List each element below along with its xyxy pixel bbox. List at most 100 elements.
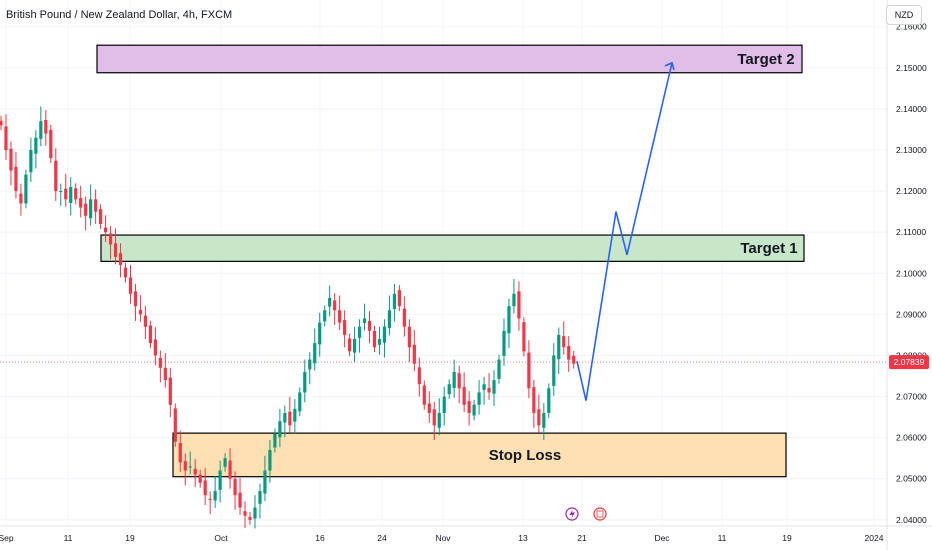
candle-body	[19, 193, 23, 204]
candle-body	[59, 191, 63, 193]
candle-body	[303, 371, 307, 393]
time-tick-label: 24	[377, 533, 387, 543]
candle-body	[233, 478, 237, 496]
time-tick-label: Sep	[0, 533, 14, 543]
candle-body	[527, 352, 531, 389]
candle-body	[213, 491, 217, 501]
candle-body	[29, 149, 33, 173]
candle-body	[178, 442, 182, 463]
zone-label-target-1: Target 1	[740, 240, 797, 257]
candle-body	[94, 199, 98, 212]
candle-body	[402, 308, 406, 327]
time-tick-label: 19	[782, 533, 792, 543]
candle-body	[462, 387, 466, 405]
zone-label-target-2: Target 2	[737, 51, 794, 68]
lightning-glyph	[569, 509, 575, 519]
candle-body	[54, 160, 58, 192]
candle-body	[422, 385, 426, 405]
candle-body	[223, 458, 227, 467]
candle-body	[193, 468, 197, 475]
time-tick-label: 21	[577, 533, 587, 543]
candle-body	[452, 371, 456, 388]
candle-body	[432, 409, 436, 426]
price-tick-label: 2.07000	[896, 392, 927, 402]
candle-body	[557, 334, 561, 360]
candle-body	[372, 330, 377, 348]
candle-body	[447, 384, 451, 395]
candle-body	[99, 209, 103, 224]
candle-body	[128, 277, 133, 294]
candle-body	[532, 387, 536, 413]
candle-body	[258, 491, 262, 504]
candle-body	[89, 199, 93, 219]
candle-body	[283, 412, 287, 423]
candle-body	[188, 466, 192, 468]
candle-body	[352, 339, 357, 353]
candle-body	[552, 355, 556, 386]
candle-body	[14, 166, 18, 192]
symbol-title: British Pound / New Zealand Dollar, 4h, …	[6, 9, 233, 21]
candle-body	[173, 408, 177, 442]
calendar-flag-icon[interactable]	[593, 507, 607, 521]
time-tick-label: Oct	[214, 533, 228, 543]
candle-body	[218, 470, 222, 490]
price-tick-label: 2.15000	[896, 63, 927, 73]
price-tick-label: 2.04000	[896, 515, 927, 525]
candle-body	[39, 121, 43, 139]
candle-body	[24, 174, 28, 204]
candle-body	[333, 300, 337, 311]
calendar-glyph	[596, 510, 604, 518]
candle-body	[108, 233, 113, 245]
time-tick-label: Nov	[435, 533, 451, 543]
candle-body	[103, 227, 108, 233]
arrow-head	[664, 61, 675, 71]
zone-target-2	[96, 44, 803, 74]
candle-body	[168, 377, 172, 405]
price-tick-label: 2.16000	[896, 22, 927, 32]
candle-body	[253, 507, 257, 519]
current-price-tag	[889, 355, 929, 370]
projection-arrow	[576, 62, 673, 401]
price-tick-label: 2.09000	[896, 309, 927, 319]
candle-body	[248, 516, 252, 520]
price-tick-label: 2.13000	[896, 145, 927, 155]
time-tick-label: 11	[64, 533, 73, 543]
time-tick-label: 2024	[865, 533, 884, 543]
candle-body	[487, 387, 491, 393]
candle-body	[522, 322, 526, 352]
candle-body	[84, 203, 88, 216]
candle-body	[323, 310, 327, 322]
candle-body	[547, 388, 551, 413]
candle-body	[427, 403, 431, 413]
candle-body	[442, 396, 446, 413]
candle-body	[238, 492, 242, 508]
candle-body	[268, 449, 272, 471]
candle-body	[148, 325, 152, 344]
candle-body	[382, 326, 387, 343]
candle-body	[377, 339, 382, 345]
candle-body	[542, 412, 546, 428]
candle-body	[298, 392, 302, 412]
candle-body	[497, 359, 501, 379]
time-tick-label: 11	[718, 533, 727, 543]
candle-body	[293, 408, 297, 422]
candle-body	[387, 310, 392, 328]
candle-body	[44, 119, 48, 134]
price-tick-label: 2.05000	[896, 474, 927, 484]
currency-badge[interactable]: NZD	[886, 5, 922, 25]
candle-body	[79, 198, 83, 208]
candle-body	[467, 401, 471, 413]
candle-body	[477, 392, 481, 405]
time-tick-label: 13	[518, 533, 528, 543]
candle-body	[437, 412, 441, 428]
price-tick-label: 2.14000	[896, 104, 927, 114]
candle-body	[158, 357, 162, 368]
candle-body	[517, 291, 521, 319]
candle-body	[4, 126, 8, 150]
candle-body	[123, 267, 128, 278]
price-tick-label: 2.12000	[896, 186, 927, 196]
candle-body	[328, 297, 332, 307]
candle-body	[348, 338, 352, 352]
candle-body	[0, 120, 3, 126]
